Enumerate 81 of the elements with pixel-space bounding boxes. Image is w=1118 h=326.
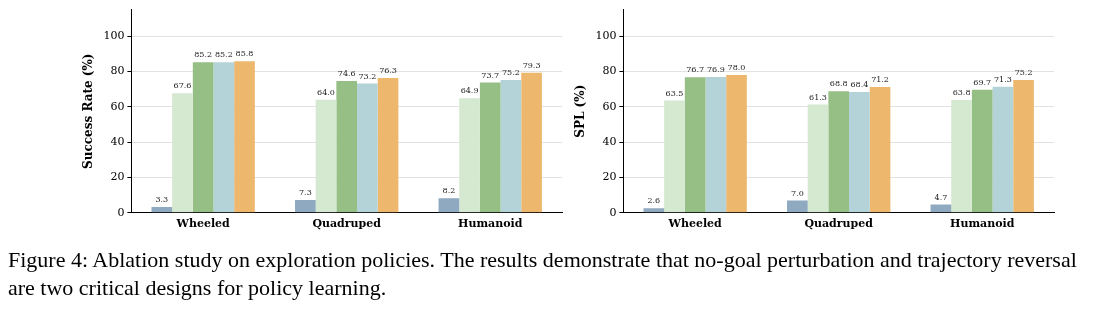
y-tick-label: 40 [602, 134, 617, 148]
data-label: 71.2 [871, 75, 889, 85]
x-tick-label: Wheeled [667, 217, 723, 231]
data-label: 73.7 [481, 70, 500, 80]
data-label: 68.8 [829, 79, 848, 89]
bar [234, 61, 255, 213]
x-tick-label: Quadruped [804, 217, 874, 231]
bar [459, 98, 480, 213]
data-label: 2.6 [647, 196, 661, 206]
data-label: 79.3 [522, 60, 541, 70]
data-label: 61.3 [809, 92, 827, 102]
data-label: 73.2 [358, 71, 377, 81]
x-tick-label: Quadruped [312, 217, 382, 231]
bar [684, 77, 706, 213]
x-tick-label: Wheeled [175, 217, 231, 231]
y-tick-label: 0 [609, 205, 617, 219]
y-tick-label: 60 [110, 99, 125, 113]
bar [643, 208, 665, 213]
bar [336, 80, 358, 213]
data-label: 63.8 [952, 88, 971, 98]
y-axis-title: Success Rate (%) [81, 53, 96, 169]
data-label: 76.7 [686, 65, 705, 75]
data-label: 64.0 [317, 87, 335, 97]
bar [438, 198, 460, 213]
bar [172, 93, 193, 213]
x-tick-label: Humanoid [458, 217, 523, 231]
data-label: 64.9 [460, 86, 479, 96]
data-label: 67.6 [173, 81, 192, 91]
y-tick-label: 40 [110, 134, 125, 148]
bar [521, 72, 542, 213]
bar [930, 204, 952, 213]
data-label: 85.2 [194, 50, 213, 60]
bar [192, 62, 214, 213]
y-axis-title: SPL (%) [573, 84, 588, 138]
data-label: 63.5 [665, 88, 684, 98]
bar [869, 86, 891, 213]
data-label: 68.4 [850, 80, 869, 90]
x-tick-label: Humanoid [950, 217, 1015, 231]
data-label: 76.3 [379, 66, 397, 76]
data-label: 85.8 [235, 49, 254, 59]
data-label: 75.2 [502, 68, 520, 77]
data-label: 7.0 [790, 188, 804, 198]
y-tick-label: 60 [602, 99, 617, 113]
data-label: 71.3 [994, 74, 1012, 84]
y-tick-label: 100 [595, 28, 617, 42]
y-tick-label: 0 [117, 205, 125, 219]
bar [828, 91, 850, 213]
data-label: 85.2 [214, 50, 233, 60]
bar [849, 91, 870, 213]
data-label: 76.9 [706, 65, 725, 74]
data-label: 75.2 [1014, 68, 1033, 77]
y-tick-label: 20 [602, 170, 617, 184]
data-label: 3.3 [155, 195, 169, 205]
bar [213, 62, 235, 213]
bar [664, 100, 685, 213]
bar [992, 86, 1014, 213]
bar [377, 77, 399, 213]
bar [971, 89, 993, 213]
data-label: 7.3 [298, 187, 312, 197]
data-label: 78.0 [727, 63, 746, 73]
bar [357, 83, 378, 213]
data-label: 74.6 [337, 69, 356, 79]
bar [500, 79, 522, 213]
bar [151, 206, 173, 213]
bar [807, 104, 829, 213]
bar [705, 76, 727, 213]
caption: Figure 4: Ablation study on exploration policies. The results demonstrate that no-goal perturbation and trajectory reversal are two critical designs for policy learning. [8, 246, 1078, 302]
data-label: 8.2 [442, 186, 456, 196]
y-tick-label: 80 [602, 64, 617, 78]
bar [787, 200, 808, 213]
bar [951, 100, 972, 213]
data-label: 4.7 [934, 192, 948, 202]
y-tick-label: 20 [110, 170, 125, 184]
data-label: 69.7 [973, 77, 992, 87]
bar [726, 74, 747, 213]
bar [1013, 79, 1034, 213]
bar [479, 82, 501, 213]
bar [315, 99, 337, 213]
y-tick-label: 100 [103, 28, 125, 42]
y-tick-label: 80 [110, 64, 125, 78]
bar [295, 199, 316, 213]
